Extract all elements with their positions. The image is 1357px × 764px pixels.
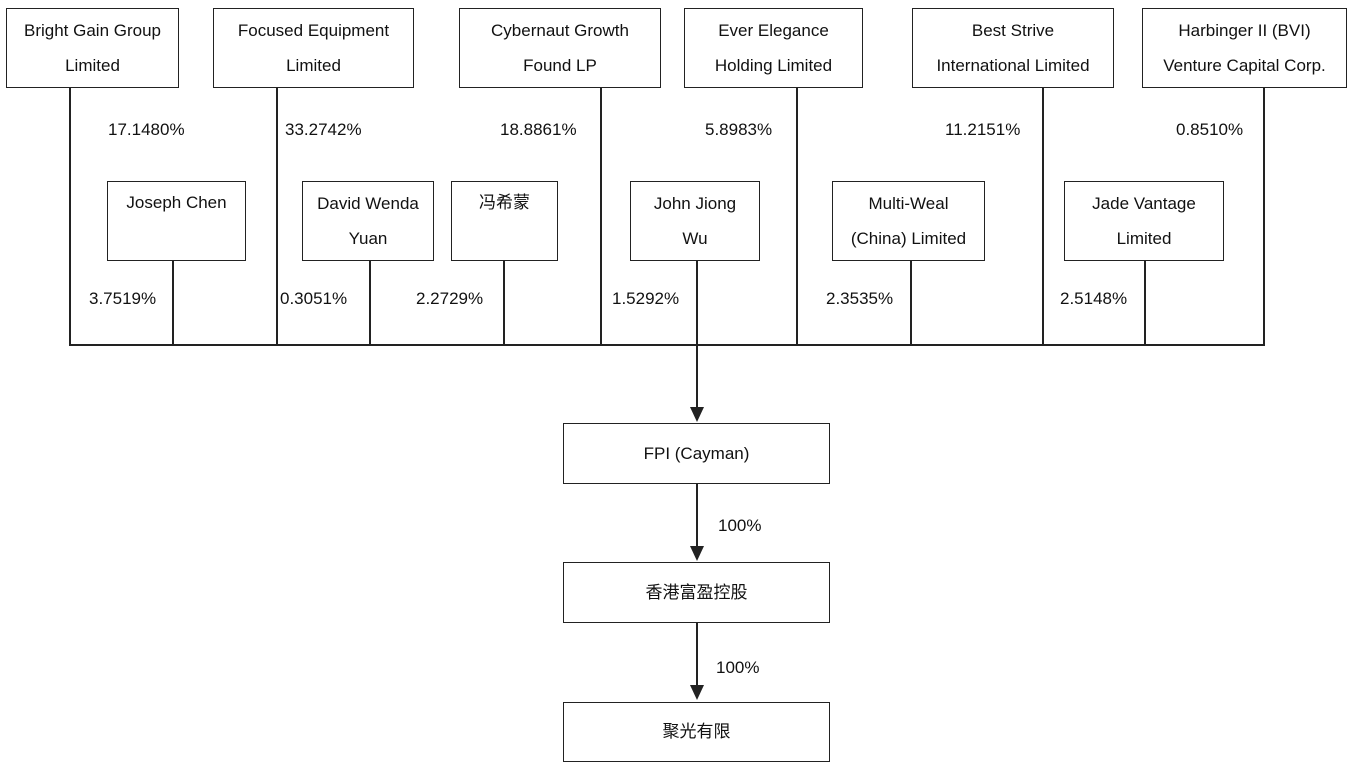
arrow-shaft [696,261,698,409]
ownership-percentage: 33.2742% [285,120,362,139]
shareholder-name-line1: Best Strive [971,20,1055,40]
ownership-percentage: 2.2729% [416,289,484,308]
shareholder-box-feng-ximeng: 冯希蒙 [451,181,558,261]
shareholder-name-line2: Wu [682,228,708,248]
shareholder-name-line1: David Wenda [317,193,419,213]
connector-line [1144,261,1146,345]
shareholder-box-harbinger: Harbinger II (BVI) Venture Capital Corp. [1142,8,1347,88]
entity-box-juguang-limited: 聚光有限 [563,702,830,762]
ownership-percentage: 0.8510% [1176,120,1244,139]
entity-box-fpi-cayman: FPI (Cayman) [563,423,830,484]
shareholder-name-line1: Bright Gain Group [23,20,161,40]
arrow-shaft [696,484,698,548]
ownership-percentage: 18.8861% [500,120,577,139]
shareholder-box-john-jiong-wu: John Jiong Wu [630,181,760,261]
arrow-down-icon [690,546,704,561]
shareholder-name-line1: Multi-Weal [868,193,949,213]
ownership-percentage: 2.3535% [826,289,894,308]
entity-name: FPI (Cayman) [643,443,750,463]
shareholder-name-line1: Harbinger II (BVI) [1178,20,1311,40]
ownership-percentage: 100% [716,658,760,677]
shareholder-name-line1: Focused Equipment [237,20,390,40]
shareholder-box-cybernaut-growth: Cybernaut Growth Found LP [459,8,661,88]
shareholder-name-line2: Venture Capital Corp. [1163,55,1326,75]
arrow-down-icon [690,685,704,700]
horizontal-bus-line [69,344,1265,346]
connector-line [503,261,505,345]
entity-box-hk-fuying-holdings: 香港富盈控股 [563,562,830,623]
connector-line [369,261,371,345]
shareholder-name-line1: Ever Elegance [718,20,829,40]
shareholder-name-line2: Holding Limited [714,55,833,75]
shareholder-name-line1: 冯希蒙 [479,193,530,212]
ownership-percentage: 5.8983% [705,120,773,139]
shareholder-name-line1: Joseph Chen [126,193,227,212]
connector-line [796,88,798,345]
connector-line [910,261,912,345]
entity-name: 聚光有限 [662,722,731,741]
arrow-shaft [696,623,698,687]
shareholder-box-david-wenda-yuan: David Wenda Yuan [302,181,434,261]
connector-line [69,88,71,345]
connector-line [1263,88,1265,345]
connector-line [276,88,278,345]
shareholder-name-line1: John Jiong [653,193,737,213]
shareholder-box-bright-gain: Bright Gain Group Limited [6,8,179,88]
ownership-percentage: 3.7519% [89,289,157,308]
shareholder-name-line2: Limited [1116,228,1172,248]
shareholder-box-ever-elegance: Ever Elegance Holding Limited [684,8,863,88]
ownership-percentage: 1.5292% [612,289,680,308]
ownership-percentage: 11.2151% [945,120,1021,139]
shareholder-box-best-strive: Best Strive International Limited [912,8,1114,88]
entity-name: 香港富盈控股 [645,582,748,602]
shareholder-name-line2: Yuan [348,228,388,248]
shareholder-box-multi-weal: Multi-Weal (China) Limited [832,181,985,261]
connector-line [1042,88,1044,345]
ownership-percentage: 0.3051% [280,289,348,308]
connector-line [600,88,602,345]
ownership-percentage: 2.5148% [1060,289,1128,308]
shareholder-name-line2: International Limited [936,55,1090,75]
ownership-percentage: 17.1480% [108,120,185,139]
shareholder-box-jade-vantage: Jade Vantage Limited [1064,181,1224,261]
shareholder-name-line1: Cybernaut Growth [491,20,629,40]
shareholder-box-focused-equipment: Focused Equipment Limited [213,8,414,88]
connector-line [172,261,174,345]
shareholder-box-joseph-chen: Joseph Chen [107,181,246,261]
ownership-percentage: 100% [718,516,762,535]
shareholder-name-line2: (China) Limited [850,228,967,248]
shareholder-name-line2: Found LP [523,55,597,75]
arrow-down-icon [690,407,704,422]
shareholder-name-line2: Limited [65,55,120,75]
shareholder-name-line2: Limited [286,55,341,75]
shareholder-name-line1: Jade Vantage [1092,193,1196,213]
